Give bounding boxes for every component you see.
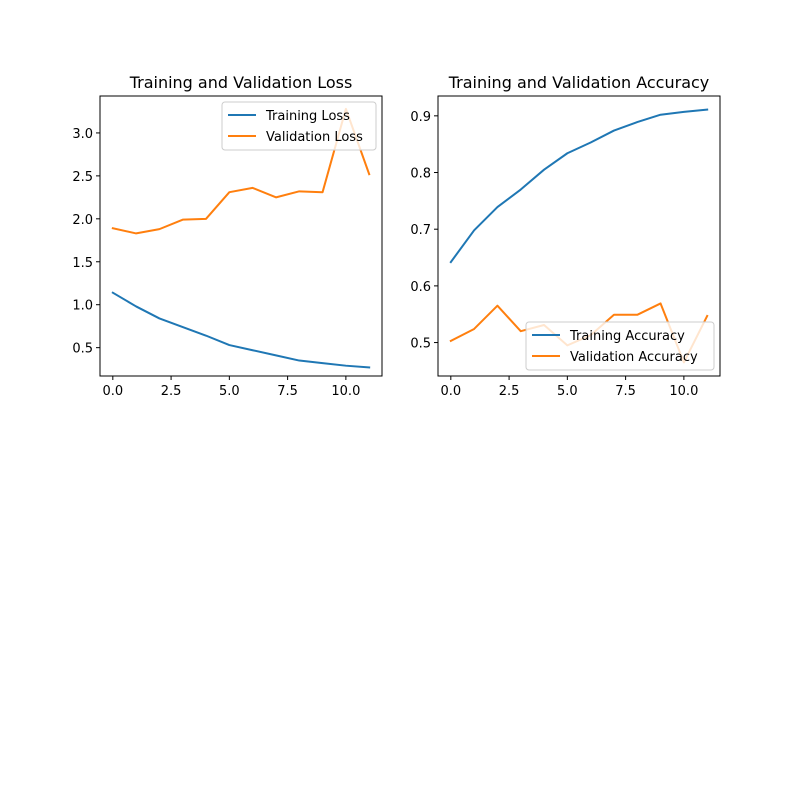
legend-label: Training Accuracy — [569, 329, 685, 344]
y-tick-label: 0.8 — [410, 167, 431, 182]
series-line-training-loss — [111, 291, 371, 369]
x-tick-label: 2.5 — [161, 384, 182, 399]
y-tick-label: 0.5 — [72, 342, 93, 357]
x-tick-label: 5.0 — [557, 384, 578, 399]
legend-label: Validation Accuracy — [570, 350, 698, 365]
legend: Training Loss Validation Loss — [221, 101, 377, 151]
y-tick-label: 0.5 — [410, 337, 431, 352]
axes-frame — [437, 95, 721, 377]
y-tick-label: 0.6 — [410, 280, 431, 295]
y-tick-label: 0.9 — [410, 110, 431, 125]
x-tick-label: 0.0 — [440, 384, 461, 399]
axes-frame — [99, 95, 383, 377]
y-tick-label: 0.7 — [410, 223, 431, 238]
legend-box — [221, 101, 377, 151]
legend-box — [525, 321, 715, 371]
y-tick-label: 1.5 — [72, 256, 93, 271]
y-tick-label: 3.0 — [72, 127, 93, 142]
chart-title: Training and Validation Loss — [129, 73, 353, 92]
y-tick-label: 2.0 — [72, 213, 93, 228]
x-tick-label: 10.0 — [331, 384, 360, 399]
accuracy-subplot: Training and Validation Accuracy 0.0 2.5 5.… — [410, 73, 721, 399]
x-tick-label: 5.0 — [219, 384, 240, 399]
x-tick-label: 0.0 — [102, 384, 123, 399]
y-tick-label: 2.5 — [72, 170, 93, 185]
series-line-validation-loss — [111, 107, 371, 235]
legend: Training Accuracy Validation Accuracy — [525, 321, 715, 371]
y-tick-label: 1.0 — [72, 299, 93, 314]
x-tick-label: 2.5 — [499, 384, 520, 399]
loss-subplot: Training and Validation Loss 0.0 2.5 5.0 7.5… — [72, 73, 383, 399]
chart-title: Training and Validation Accuracy — [448, 73, 710, 92]
series-line-training-accuracy — [449, 108, 709, 264]
x-tick-label: 7.5 — [277, 384, 298, 399]
x-tick-label: 7.5 — [615, 384, 636, 399]
x-tick-label: 10.0 — [669, 384, 698, 399]
legend-label: Validation Loss — [266, 130, 363, 145]
legend-label: Training Loss — [265, 109, 350, 124]
